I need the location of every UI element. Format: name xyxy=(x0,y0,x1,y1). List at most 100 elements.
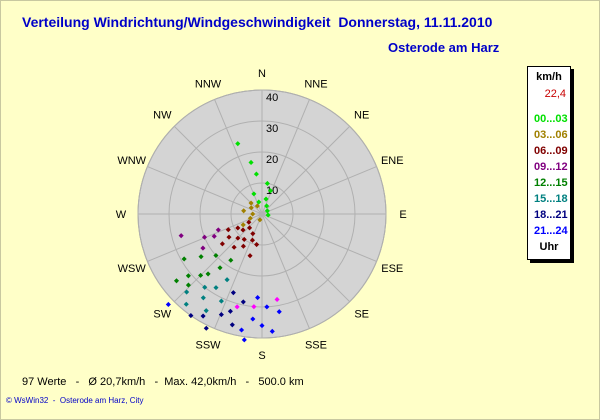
data-point xyxy=(213,252,219,259)
data-point xyxy=(188,313,194,319)
direction-label: WNW xyxy=(117,155,146,167)
data-point xyxy=(259,323,265,329)
legend-unit: km/h xyxy=(536,71,562,83)
data-point xyxy=(173,278,180,284)
data-point xyxy=(230,290,236,296)
data-point xyxy=(240,222,246,228)
legend-entry: 00...03 xyxy=(534,113,568,125)
data-point xyxy=(213,285,219,291)
stats-line: 97 Werte - Ø 20,7km/h - Max. 42,0km/h - … xyxy=(22,376,304,388)
data-point xyxy=(198,254,204,260)
grid-spoke xyxy=(261,213,377,262)
data-point xyxy=(185,273,191,279)
data-point xyxy=(215,227,221,233)
data-point xyxy=(251,304,257,310)
legend-entry: 18...21 xyxy=(534,209,568,221)
data-point xyxy=(211,233,217,239)
data-point xyxy=(240,299,246,305)
direction-label: S xyxy=(258,350,265,362)
data-point xyxy=(234,304,240,310)
data-point xyxy=(248,159,254,165)
data-point xyxy=(276,309,282,315)
data-point xyxy=(240,243,246,249)
legend-entry: 21...24 xyxy=(534,225,568,237)
direction-label: WSW xyxy=(118,263,147,275)
data-point xyxy=(219,241,225,247)
data-point xyxy=(183,301,189,307)
legend-entry: 12...15 xyxy=(534,177,568,189)
radius-tick-label: 40 xyxy=(266,92,278,104)
data-point xyxy=(248,200,254,206)
data-point xyxy=(218,312,224,318)
legend-entry: 03...06 xyxy=(534,129,568,141)
data-point xyxy=(249,237,256,243)
data-point xyxy=(250,231,256,237)
data-point xyxy=(250,211,256,217)
legend-entry: 09...12 xyxy=(534,161,568,173)
grid-spoke xyxy=(261,166,377,215)
legend-entry: 15...18 xyxy=(534,193,568,205)
data-point xyxy=(203,308,209,314)
data-point xyxy=(235,141,241,147)
direction-label: SW xyxy=(153,309,171,321)
data-point xyxy=(255,295,261,301)
grid-spoke xyxy=(261,125,351,215)
grid-spoke xyxy=(173,125,263,215)
data-point xyxy=(185,282,191,288)
data-point xyxy=(238,327,245,333)
direction-label: NNW xyxy=(195,79,222,91)
direction-label: E xyxy=(399,209,406,221)
direction-label: SSW xyxy=(196,339,222,351)
direction-label: N xyxy=(258,68,266,80)
data-point xyxy=(226,234,232,240)
data-point xyxy=(248,205,254,211)
data-point xyxy=(225,227,231,233)
direction-label: SE xyxy=(354,309,369,321)
data-point xyxy=(254,241,260,248)
data-point xyxy=(184,289,190,295)
direction-label: ENE xyxy=(381,155,404,167)
legend-footer: Uhr xyxy=(539,241,559,253)
credit-line: © WsWin32 - Osterode am Harz, City xyxy=(6,396,144,405)
legend: km/h 22,4 00...03 03...06 06...09 09...12 12… xyxy=(527,66,571,260)
data-point xyxy=(241,236,247,242)
direction-label: NE xyxy=(354,109,369,121)
radius-tick-label: 30 xyxy=(266,123,278,135)
data-point xyxy=(247,225,253,231)
direction-label: W xyxy=(116,209,127,221)
data-point xyxy=(229,322,235,328)
data-point xyxy=(178,233,184,239)
data-point xyxy=(235,235,241,241)
data-point xyxy=(274,296,280,303)
data-point xyxy=(181,256,187,262)
legend-entry: 06...09 xyxy=(534,145,568,157)
data-point xyxy=(235,225,241,231)
data-point xyxy=(269,328,275,334)
data-point xyxy=(241,208,247,214)
data-point xyxy=(202,284,208,290)
grid-spoke xyxy=(147,166,263,215)
chart-title: Verteilung Windrichtung/Windgeschwindigk… xyxy=(22,14,493,30)
data-point xyxy=(263,196,269,202)
data-point xyxy=(254,203,260,209)
radius-tick-label: 20 xyxy=(266,154,278,166)
data-point xyxy=(200,295,206,301)
direction-label: NNE xyxy=(304,79,327,91)
data-point xyxy=(218,298,224,304)
data-point xyxy=(227,308,233,314)
data-point xyxy=(251,191,257,197)
data-point xyxy=(264,203,270,209)
direction-label: SSE xyxy=(305,339,327,351)
data-point xyxy=(201,234,208,240)
direction-label: NW xyxy=(153,109,172,121)
chart-location: Osterode am Harz xyxy=(388,40,500,55)
data-point xyxy=(246,219,252,225)
data-point xyxy=(203,325,209,331)
data-point xyxy=(200,313,206,319)
data-point xyxy=(250,316,256,322)
data-point xyxy=(247,253,253,259)
data-point xyxy=(228,257,234,263)
data-point xyxy=(264,304,270,310)
grid-spoke xyxy=(261,213,310,329)
